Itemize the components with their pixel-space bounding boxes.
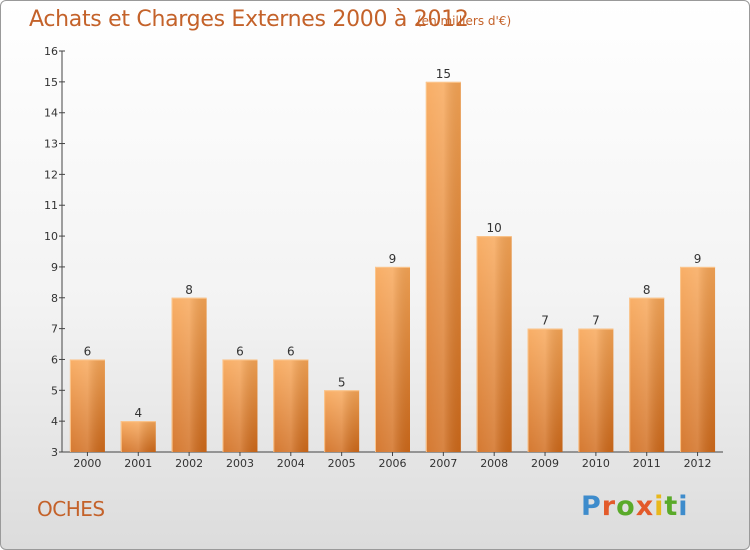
chart-axes: 3 4 5 6 7 8 9 10 11 12 13 14 15 16	[44, 45, 723, 459]
chart-labels: 6 2000 4 2001 8 2002 6 2003 6 2004 5 2005 9 2006 15 200…	[73, 67, 711, 470]
bar-sheen	[375, 266, 410, 452]
y-tick-label: 7	[51, 323, 58, 336]
y-tick-label: 16	[44, 45, 58, 58]
y-tick-label: 6	[51, 353, 58, 366]
data-label-2006: 9	[389, 252, 397, 266]
y-tick-label: 15	[44, 76, 58, 89]
bar-sheen	[425, 81, 461, 452]
x-tick-label-2010: 2010	[582, 457, 610, 470]
chart-unit: (en milliers d'€)	[417, 14, 512, 28]
x-tick-label-2001: 2001	[124, 457, 152, 470]
data-label-2001: 4	[134, 406, 142, 420]
bar-sheen	[578, 328, 614, 452]
data-label-2007: 15	[436, 67, 451, 81]
data-label-2000: 6	[84, 344, 92, 358]
y-tick-label: 12	[44, 168, 58, 181]
y-tick-label: 13	[44, 138, 58, 151]
y-tick-label: 14	[44, 107, 58, 120]
x-tick-label-2006: 2006	[379, 457, 407, 470]
x-tick-label-2009: 2009	[531, 457, 559, 470]
bar-sheen	[120, 421, 156, 452]
bar-sheen	[527, 328, 563, 452]
x-tick-label-2008: 2008	[480, 457, 508, 470]
data-label-2008: 10	[487, 221, 502, 235]
y-tick-label: 10	[44, 230, 58, 243]
data-label-2010: 7	[592, 314, 600, 328]
bar-sheen	[69, 359, 105, 452]
bar-sheen	[629, 297, 665, 452]
place-name: OCHES	[37, 497, 105, 521]
bar-sheen	[680, 266, 716, 452]
x-tick-label-2005: 2005	[328, 457, 356, 470]
bar-sheen	[273, 359, 309, 452]
proxiti-logo: Proxiti	[581, 491, 689, 522]
x-tick-label-2012: 2012	[684, 457, 712, 470]
data-label-2003: 6	[236, 344, 244, 358]
y-tick-label: 3	[51, 446, 58, 459]
x-tick-label-2003: 2003	[226, 457, 254, 470]
data-label-2011: 8	[643, 283, 651, 297]
bar-sheen	[222, 359, 258, 452]
y-tick-label: 8	[51, 292, 58, 305]
x-tick-label-2002: 2002	[175, 457, 203, 470]
x-tick-label-2011: 2011	[633, 457, 661, 470]
y-tick-label: 9	[51, 261, 58, 274]
data-label-2012: 9	[694, 252, 702, 266]
chart-title: Achats et Charges Externes 2000 à 2012	[29, 7, 469, 32]
x-tick-label-2007: 2007	[429, 457, 457, 470]
y-tick-label: 11	[44, 199, 58, 212]
data-label-2004: 6	[287, 344, 295, 358]
data-label-2002: 8	[185, 283, 193, 297]
x-tick-label-2000: 2000	[73, 457, 101, 470]
y-tick-label: 4	[51, 415, 58, 428]
data-label-2005: 5	[338, 375, 346, 389]
x-tick-label-2004: 2004	[277, 457, 305, 470]
bar-sheen	[171, 297, 207, 452]
data-label-2009: 7	[541, 314, 549, 328]
chart-bars	[69, 81, 716, 452]
y-tick-label: 5	[51, 384, 58, 397]
bar-sheen	[476, 236, 512, 452]
bar-sheen	[324, 390, 360, 452]
